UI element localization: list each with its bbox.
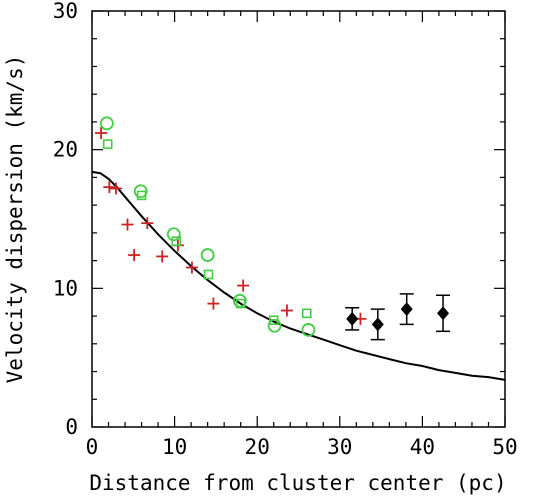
model-curve-layer <box>92 172 505 380</box>
diamond-marker <box>437 306 449 320</box>
plus-marker <box>156 250 168 262</box>
plus-marker <box>128 249 140 261</box>
x-tick-label: 40 <box>410 435 435 459</box>
diamond-marker <box>346 312 358 326</box>
circle-marker <box>168 228 180 240</box>
diamond-errorbar-point <box>400 294 414 325</box>
plus-marker <box>122 219 134 231</box>
data-markers <box>95 117 450 339</box>
x-axis-title: Distance from cluster center (pc) <box>89 471 506 495</box>
plus-marker <box>237 280 249 292</box>
axis-tick-labels: 0 10 20 30 40 50 0 10 20 30 <box>53 0 518 459</box>
x-tick-label: 30 <box>327 435 352 459</box>
square-marker <box>303 309 311 317</box>
x-tick-label: 10 <box>162 435 187 459</box>
axis-ticks <box>92 11 505 427</box>
y-tick-label: 10 <box>53 276 78 300</box>
plus-marker <box>281 305 293 317</box>
y-tick-label: 0 <box>65 415 78 439</box>
y-tick-label: 20 <box>53 138 78 162</box>
circle-marker <box>101 117 113 129</box>
diamond-errorbar-point <box>345 308 359 330</box>
diamond-marker <box>401 302 413 316</box>
y-axis-title: Velocity dispersion (km/s) <box>3 55 27 384</box>
x-tick-label: 20 <box>245 435 270 459</box>
x-tick-label: 50 <box>492 435 517 459</box>
x-tick-label: 0 <box>86 435 99 459</box>
plot-frame <box>92 11 505 427</box>
diamond-errorbar-point <box>436 295 450 331</box>
plus-marker <box>110 182 122 194</box>
circle-marker <box>202 249 214 261</box>
y-tick-label: 30 <box>53 0 78 23</box>
square-marker <box>104 140 112 148</box>
model-curve <box>92 172 505 380</box>
diamond-marker <box>372 317 384 331</box>
diamond-errorbar-point <box>371 309 385 340</box>
plus-marker <box>207 298 219 310</box>
